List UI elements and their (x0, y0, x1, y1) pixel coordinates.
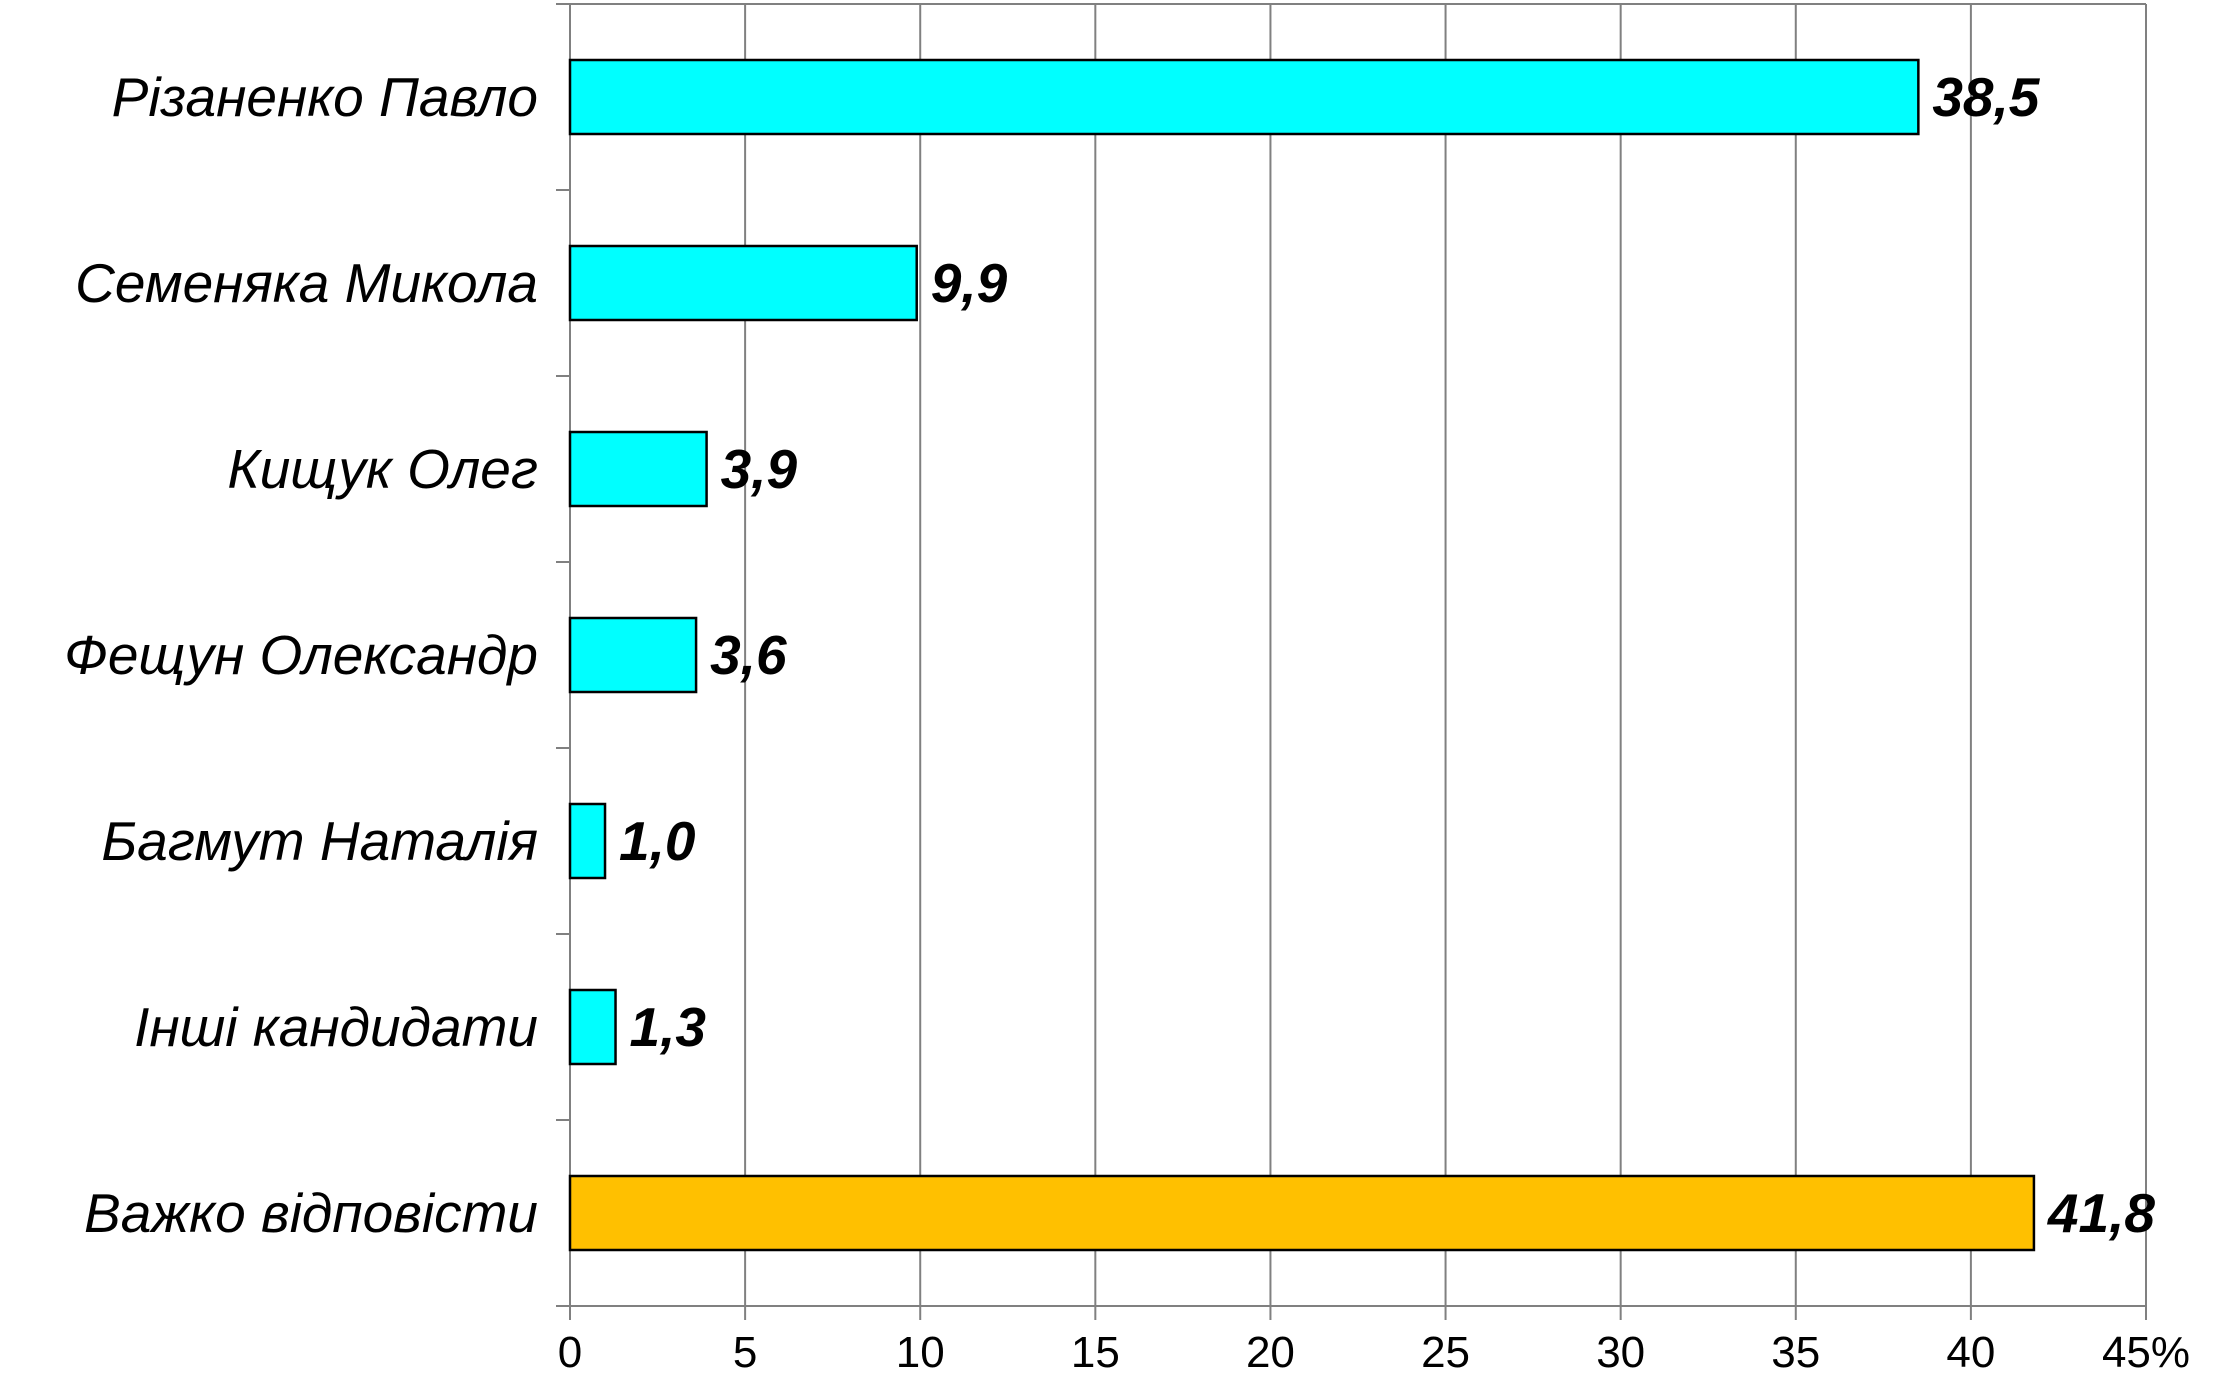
value-label: 1,3 (630, 996, 706, 1058)
axes (556, 3, 2147, 1320)
bar (568, 430, 708, 508)
x-tick-label: 35 (1771, 1328, 1820, 1377)
x-tick-label: 45% (2102, 1328, 2190, 1377)
x-tick-label: 30 (1596, 1328, 1645, 1377)
bar (568, 58, 1920, 136)
bar (568, 988, 617, 1066)
x-tick-label: 20 (1246, 1328, 1295, 1377)
value-label: 41,8 (2047, 1182, 2155, 1244)
value-label: 38,5 (1932, 66, 2040, 128)
value-label: 1,0 (619, 810, 696, 872)
x-tick-label: 15 (1071, 1328, 1120, 1377)
category-label: Інші кандидати (134, 996, 538, 1058)
x-tick-label: 25 (1421, 1328, 1470, 1377)
bar (568, 1174, 2036, 1252)
value-label: 3,9 (721, 438, 798, 500)
value-label: 3,6 (710, 624, 787, 686)
bar (568, 616, 698, 694)
category-label: Важко відповісти (84, 1182, 538, 1244)
category-label: Різаненко Павло (112, 66, 538, 128)
category-label: Семеняка Микола (75, 252, 538, 314)
labels: 0 5 10 15 20 25 30 35 40 45% Різаненко Павло 38,5 Се… (64, 66, 2190, 1377)
bar (568, 802, 607, 880)
category-label: Фещун Олександр (64, 624, 538, 686)
x-tick-label: 10 (896, 1328, 945, 1377)
value-label: 9,9 (931, 252, 1008, 314)
x-tick-label: 40 (1946, 1328, 1995, 1377)
grid-lines (570, 3, 2147, 1306)
category-label: Кищук Олег (227, 438, 538, 500)
bar (568, 244, 918, 322)
category-label: Багмут Наталія (101, 810, 538, 872)
bars (568, 58, 2036, 1252)
x-tick-label: 5 (733, 1328, 757, 1377)
x-tick-label: 0 (558, 1328, 582, 1377)
